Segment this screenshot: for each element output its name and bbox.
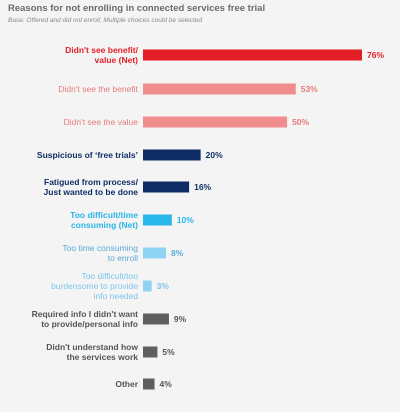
value-label: 10% <box>177 215 194 225</box>
value-label: 20% <box>206 150 223 160</box>
value-label: 4% <box>160 379 173 389</box>
category-label: Suspicious of ‘free trials’ <box>37 150 138 160</box>
bar <box>143 49 362 61</box>
bar <box>143 149 201 161</box>
value-label: 50% <box>292 117 309 127</box>
value-label: 9% <box>174 314 187 324</box>
value-label: 16% <box>194 182 211 192</box>
bar <box>143 313 169 325</box>
category-label: Too difficult/time consuming (Net) <box>70 210 138 230</box>
bar <box>143 214 172 226</box>
value-label: 76% <box>367 50 384 60</box>
bar <box>143 280 152 292</box>
category-label: Too time consuming to enroll <box>62 243 138 263</box>
bar <box>143 83 296 95</box>
bar <box>143 247 167 259</box>
bar <box>143 116 288 128</box>
category-label: Didn't understand how the services work <box>46 342 138 362</box>
category-label: Didn't see the value <box>64 117 139 127</box>
bar <box>143 378 155 390</box>
category-label: Didn't see the benefit <box>58 84 138 94</box>
category-label: Required info I didn't want to provide/pe… <box>32 309 139 329</box>
value-label: 8% <box>171 248 184 258</box>
category-label: Fatigued from process/Just wanted to be … <box>44 177 139 197</box>
bar <box>143 346 158 358</box>
chart-subtitle: Base: Offered and did not enroll; Multip… <box>8 17 203 24</box>
category-label: Other <box>115 379 138 389</box>
category-label: Too difficult/too burdensome to provide in… <box>51 271 138 301</box>
value-label: 53% <box>301 84 318 94</box>
bar <box>143 181 190 193</box>
chart-title: Reasons for not enrolling in connected s… <box>8 3 266 14</box>
value-label: 3% <box>157 281 170 291</box>
value-label: 5% <box>162 347 175 357</box>
category-label: Didn't see benefit/value (Net) <box>65 45 139 65</box>
